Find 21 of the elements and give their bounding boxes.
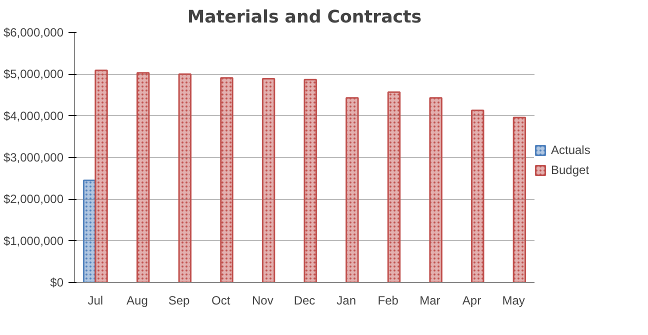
y-tick-label: $6,000,000 — [3, 26, 64, 40]
x-tick-label: Dec — [294, 294, 316, 308]
x-tick-label: Jan — [336, 294, 356, 308]
chart-title: Materials and Contracts — [187, 8, 422, 28]
legend-label: Actuals — [551, 143, 590, 157]
y-tick-label: $4,000,000 — [3, 108, 64, 123]
y-tick-label: $1,000,000 — [3, 234, 64, 248]
x-tick-label: Nov — [252, 294, 274, 308]
x-tick-label: Feb — [378, 294, 399, 308]
y-tick-label: $2,000,000 — [3, 192, 64, 206]
x-tick-label: Jul — [88, 294, 104, 308]
y-tick-label: $0 — [50, 276, 64, 290]
x-tick-label: Aug — [126, 294, 148, 308]
legend-label: Budget — [551, 163, 590, 177]
y-tick-label: $5,000,000 — [3, 67, 64, 82]
x-tick-label: May — [502, 294, 525, 308]
x-tick-label: Apr — [462, 294, 482, 308]
y-tick-label: $3,000,000 — [3, 150, 64, 164]
x-tick-label: Oct — [212, 294, 231, 308]
x-tick-label: Mar — [420, 294, 440, 308]
x-tick-label: Sep — [168, 294, 190, 308]
